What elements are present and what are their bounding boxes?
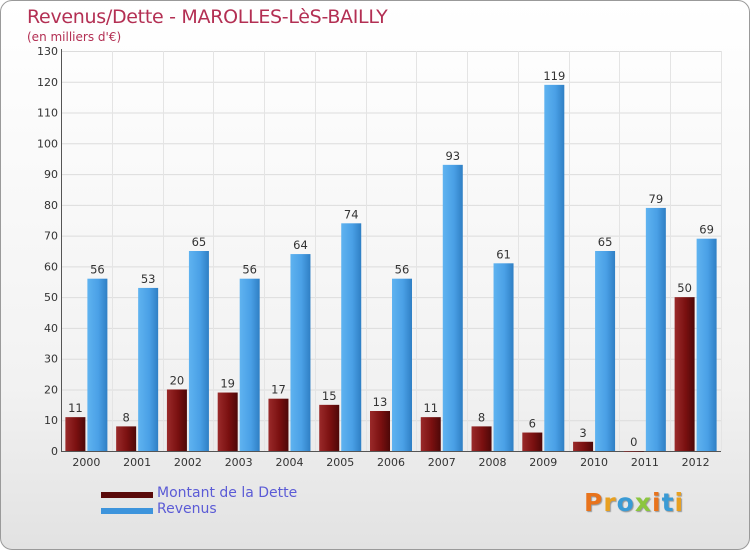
data-label-dette-2009: 6 — [529, 417, 536, 431]
x-tick-label: 2009 — [529, 456, 557, 469]
logo-letter: i — [674, 488, 685, 517]
x-tick-label: 2011 — [631, 456, 659, 469]
x-tick-label: 2004 — [275, 456, 303, 469]
x-tick-label: 2012 — [682, 456, 710, 469]
x-tick-label: 2002 — [174, 456, 202, 469]
bar-revenus-2006 — [392, 278, 412, 451]
bar-revenus-2005 — [341, 223, 362, 451]
bar-dette-2012 — [674, 297, 695, 451]
legend-swatch-dette — [101, 492, 153, 498]
y-tick-label: 110 — [37, 107, 58, 120]
logo-letter: P — [584, 488, 604, 517]
x-tick-label: 2003 — [225, 456, 253, 469]
y-tick-label: 40 — [44, 322, 58, 335]
legend-label-revenus: Revenus — [157, 501, 217, 517]
bar-revenus-2010 — [595, 251, 616, 451]
grid-lines — [61, 51, 722, 452]
data-label-revenus-2001: 53 — [141, 272, 156, 286]
data-label-dette-2010: 3 — [579, 426, 586, 440]
bar-dette-2011 — [623, 451, 644, 452]
y-tick-label: 130 — [37, 45, 58, 58]
bar-dette-2007 — [420, 417, 441, 451]
data-label-revenus-2008: 61 — [496, 247, 511, 261]
data-label-dette-2003: 19 — [220, 377, 235, 391]
y-tick-label: 20 — [44, 383, 58, 396]
bar-dette-2009 — [522, 432, 543, 451]
data-label-revenus-2010: 65 — [598, 235, 613, 249]
logo-letter: i — [652, 488, 662, 517]
y-tick-label: 0 — [51, 445, 58, 458]
proxiti-logo: Proxiti — [584, 488, 684, 517]
chart-title: Revenus/Dette - MAROLLES-LèS-BAILLY — [27, 6, 388, 28]
bar-revenus-2004 — [290, 254, 311, 451]
data-label-dette-2012: 50 — [677, 281, 692, 295]
y-tick-label: 120 — [37, 76, 58, 89]
x-tick-label: 2006 — [377, 456, 405, 469]
chart-subtitle: (en milliers d'€) — [27, 30, 122, 44]
data-label-revenus-2003: 56 — [242, 263, 257, 277]
y-tick-label: 80 — [44, 199, 58, 212]
bar-revenus-2002 — [188, 251, 209, 451]
x-tick-label: 2008 — [479, 456, 507, 469]
y-tick-label: 10 — [44, 414, 58, 427]
bar-revenus-2012 — [696, 238, 717, 451]
bar-dette-2008 — [471, 426, 492, 451]
logo-letter: t — [661, 488, 675, 517]
y-tick-label: 30 — [44, 353, 58, 366]
legend-label-dette: Montant de la Dette — [157, 485, 298, 501]
y-tick-label: 70 — [44, 230, 58, 243]
bar-revenus-2009 — [544, 84, 565, 451]
x-tick-label: 2010 — [580, 456, 608, 469]
data-label-revenus-2011: 79 — [649, 192, 664, 206]
bar-revenus-2011 — [645, 207, 666, 451]
data-label-dette-2004: 17 — [271, 383, 286, 397]
data-label-dette-2011: 0 — [630, 435, 637, 449]
bar-dette-2010 — [573, 441, 594, 451]
bar-dette-2001 — [116, 426, 137, 451]
data-label-revenus-2009: 119 — [543, 69, 565, 83]
data-label-revenus-2012: 69 — [699, 223, 714, 237]
data-label-revenus-2002: 65 — [192, 235, 207, 249]
logo-letter: o — [616, 488, 635, 517]
y-tick-label: 50 — [44, 291, 58, 304]
data-label-dette-2001: 8 — [122, 410, 129, 424]
bar-revenus-2003 — [239, 278, 260, 451]
y-tick-label: 60 — [44, 260, 58, 273]
bar-dette-2005 — [319, 404, 340, 451]
x-tick-label: 2005 — [326, 456, 354, 469]
bar-revenus-2001 — [138, 287, 159, 451]
data-labels: 1156853206519561764157413561193861611936… — [68, 69, 714, 449]
data-label-dette-2007: 11 — [423, 401, 438, 415]
data-label-revenus-2000: 56 — [90, 263, 105, 277]
bar-dette-2004 — [268, 398, 289, 451]
data-label-revenus-2007: 93 — [445, 149, 460, 163]
data-label-dette-2002: 20 — [170, 373, 185, 387]
x-tick-label: 2007 — [428, 456, 456, 469]
data-label-dette-2005: 15 — [322, 389, 337, 403]
data-label-revenus-2005: 74 — [344, 207, 359, 221]
bar-revenus-2007 — [442, 164, 463, 451]
legend-swatch-revenus — [101, 508, 153, 514]
bar-revenus-2000 — [87, 278, 108, 451]
bar-dette-2002 — [166, 389, 187, 451]
bar-dette-2003 — [217, 392, 238, 451]
data-label-dette-2006: 13 — [373, 395, 388, 409]
bar-revenus-2008 — [493, 263, 514, 451]
bars — [65, 84, 717, 452]
x-tick-label: 2000 — [72, 456, 100, 469]
bar-dette-2000 — [65, 417, 86, 451]
y-tick-label: 90 — [44, 168, 58, 181]
data-label-revenus-2004: 64 — [293, 238, 308, 252]
data-label-dette-2000: 11 — [68, 401, 83, 415]
data-label-dette-2008: 8 — [478, 410, 485, 424]
logo-letter: r — [603, 488, 617, 517]
bar-dette-2006 — [370, 411, 390, 451]
logo-letter: x — [634, 488, 652, 517]
y-tick-label: 100 — [37, 137, 58, 150]
x-tick-label: 2001 — [123, 456, 151, 469]
data-label-revenus-2006: 56 — [395, 263, 410, 277]
